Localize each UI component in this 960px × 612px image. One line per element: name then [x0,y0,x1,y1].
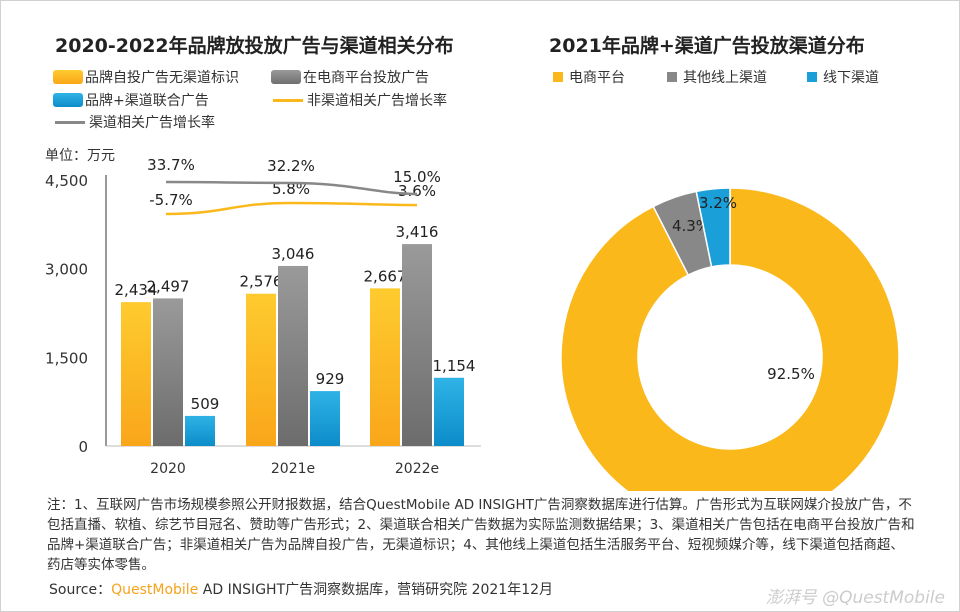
y-tick-label: 4,500 [45,172,88,190]
growth-data-label: 32.2% [267,157,315,175]
charts-canvas: 0 1,500 3,000 4,500 2020 2021e 2022e 2,434 2,576… [45,156,900,491]
x-tick-label: 2022e [395,461,439,477]
source-brand: QuestMobile [111,582,199,598]
source-label: Source： [49,582,112,598]
legend-item: 在电商平台投放广告 [271,67,429,87]
legend-label: 在电商平台投放广告 [303,70,429,86]
watermark: 澎湃号 @QuestMobile [765,588,945,608]
source: Source：QuestMobile AD INSIGHT广告洞察数据库，营销研… [49,579,553,599]
bar-data-label: 3,416 [396,223,439,241]
bar-data-label: 1,154 [433,357,476,375]
slice-label: 4.3% [672,217,710,235]
growth-line [165,201,418,216]
legend-item: 线下渠道 [807,67,879,87]
bar-data-label: 3,046 [272,245,315,263]
donut-slice [695,187,731,268]
source-text: AD INSIGHT广告洞察数据库，营销研究院 2021年12月 [198,582,554,598]
legend-item: 品牌+渠道联合广告 [53,90,209,110]
x-tick-label: 2021e [271,461,315,477]
slice-label: 3.2% [699,194,737,212]
growth-data-label: 5.8% [272,180,310,198]
footnote: 注：1、互联网广告市场规模参照公开财报数据，结合QuestMobile AD I… [47,497,915,573]
legend-item: 品牌自投广告无渠道标识 [53,67,239,87]
legend-swatch [53,70,83,84]
bar [153,298,183,446]
growth-data-label: -5.7% [149,191,193,209]
legend-line [55,120,85,124]
legend-swatch [271,70,301,84]
bar-chart-title: 2020-2022年品牌放投放广告与渠道相关分布 [55,35,454,57]
bar [310,391,340,446]
growth-data-label: 3.6% [398,182,436,200]
legend-item: 其他线上渠道 [667,67,767,87]
bar [278,265,308,446]
y-tick-label: 0 [78,438,88,456]
legend-label: 线下渠道 [823,70,879,86]
bar-data-label: 929 [316,370,345,388]
legend-line [273,98,303,102]
bar-data-label: 2,667 [364,267,407,285]
bar [121,302,151,446]
y-tick-label: 3,000 [45,261,88,279]
legend-label: 渠道相关广告增长率 [89,115,215,131]
bar [402,244,432,446]
legend-swatch [53,93,83,107]
growth-data-label: 33.7% [147,156,195,174]
legend-item: 电商平台 [553,67,625,87]
bar-data-label: 509 [191,395,220,413]
legend-label: 品牌+渠道联合广告 [85,93,209,109]
unit-label: 单位：万元 [45,148,115,164]
legend-label: 其他线上渠道 [683,70,767,86]
bar [185,415,215,446]
legend-item: 渠道相关广告增长率 [55,112,215,132]
growth-data-label: 15.0% [393,168,441,186]
y-tick-label: 1,500 [45,349,88,367]
growth-line [165,180,418,196]
pie-chart-title: 2021年品牌+渠道广告投放渠道分布 [549,35,865,57]
legend-item: 非渠道相关广告增长率 [273,90,447,110]
bar-data-label: 2,434 [115,281,158,299]
x-tick-label: 2020 [150,461,186,477]
legend-label: 电商平台 [569,70,625,86]
bar-data-label: 2,497 [147,277,190,295]
legend-label: 品牌自投广告无渠道标识 [85,70,239,86]
legend-label: 非渠道相关广告增长率 [307,93,447,109]
bar-data-label: 2,576 [240,273,283,291]
bar [370,288,400,446]
bar [246,293,276,446]
donut-slice [560,187,900,491]
bar [434,377,464,446]
slice-label: 92.5% [767,365,815,383]
